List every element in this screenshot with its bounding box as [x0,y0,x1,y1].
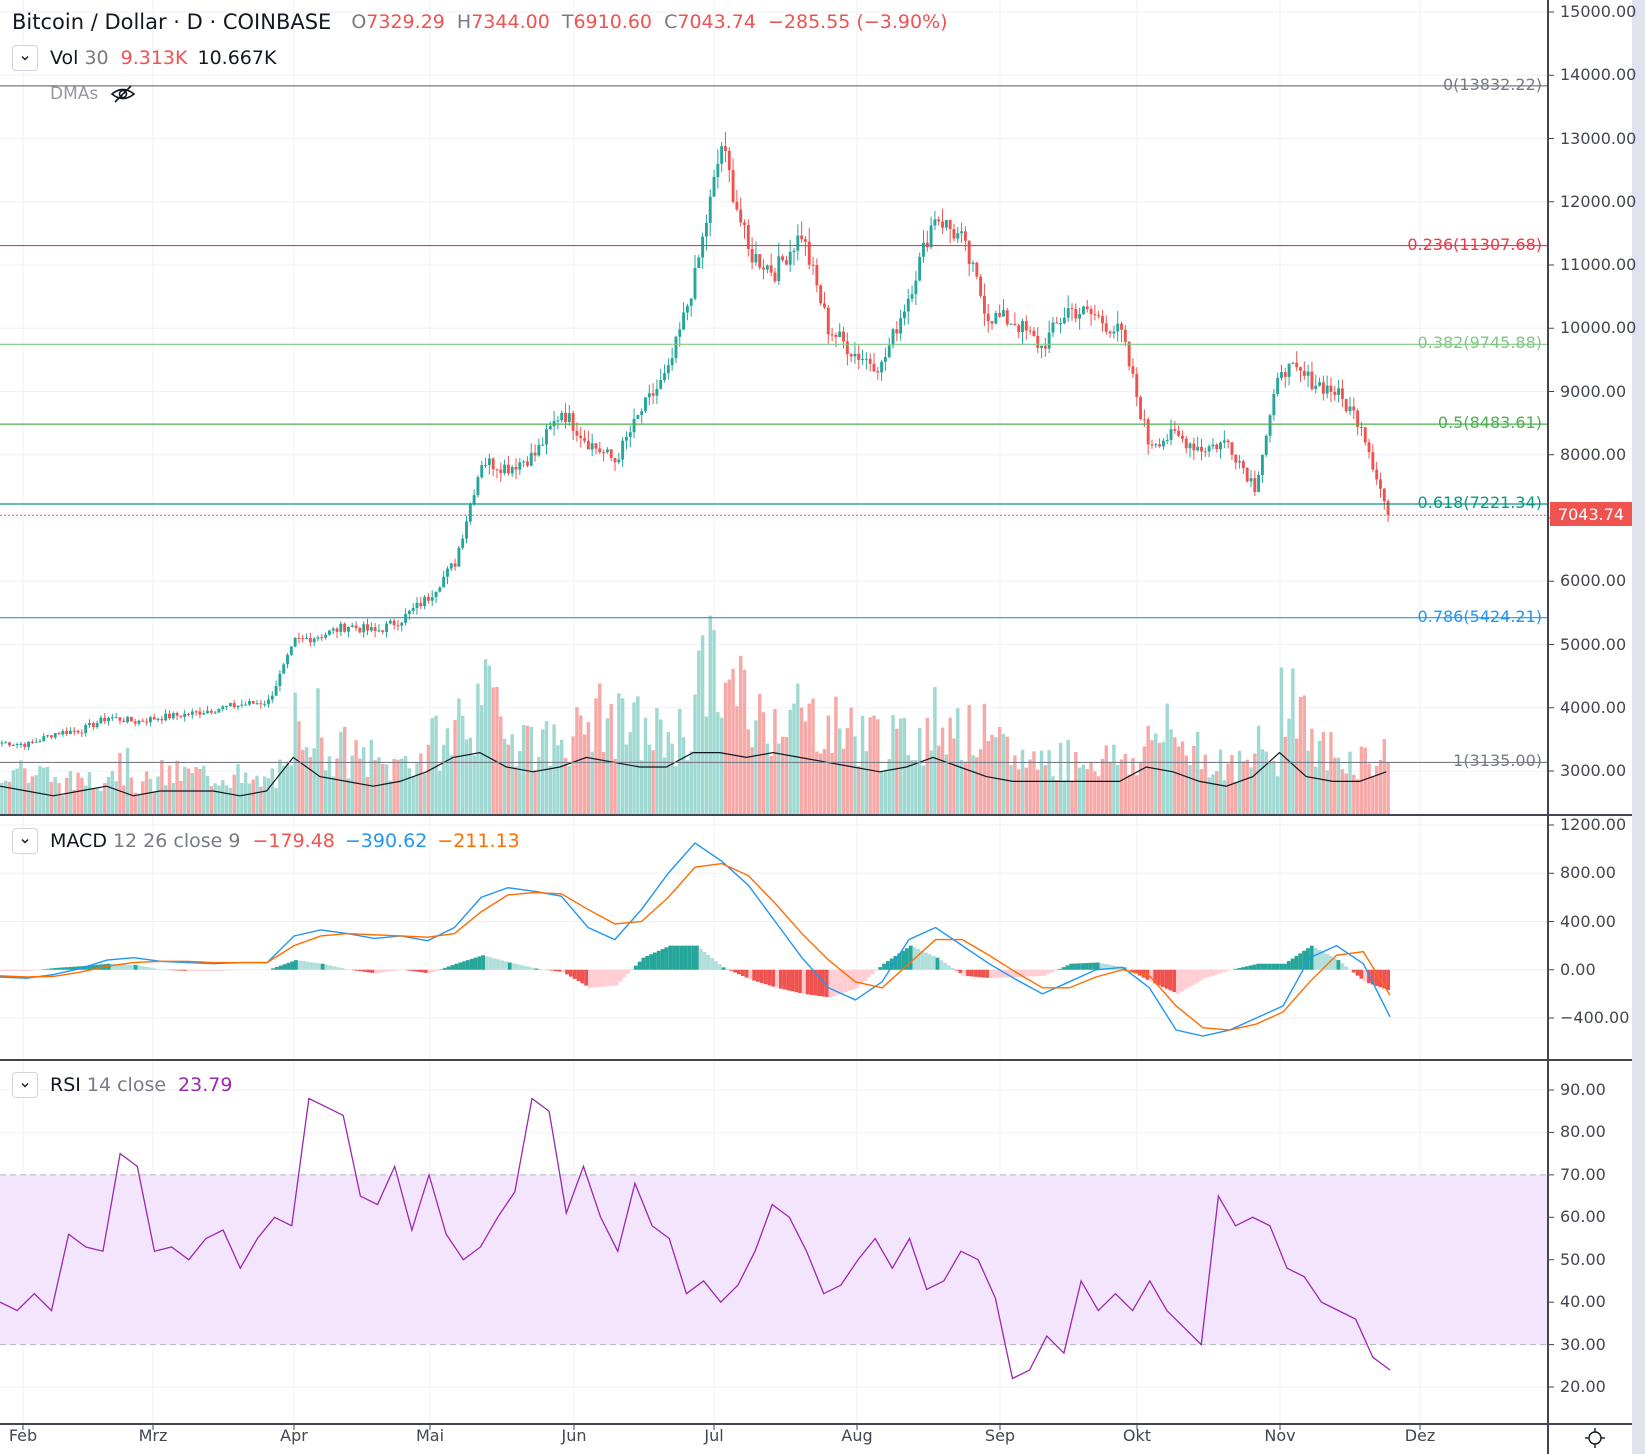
collapse-macd-button[interactable] [12,828,38,854]
fib-level-label: 0.618(7221.34) [1417,493,1542,512]
macd-name: MACD [50,830,107,852]
axis-tick-label: 8000.00 [1560,444,1627,464]
rsi-name: RSI [50,1074,81,1096]
time-tick-label: Sep [984,1426,1016,1445]
eye-hidden-icon[interactable] [110,84,136,104]
volume-value: 9.313K [120,47,188,69]
close-value: 7043.74 [677,11,756,33]
axis-tick-label: 0.00 [1560,959,1596,979]
axis-tick-label: 10000.00 [1560,318,1637,338]
axis-tick-label: 15000.00 [1560,2,1637,21]
volume-legend: Vol 30 9.313K 10.667K [12,45,276,71]
axis-tick-label: 90.00 [1560,1080,1606,1099]
high-label: H [456,11,472,33]
macd-hist-value: −179.48 [252,830,335,852]
time-tick-label: Apr [280,1426,308,1445]
fib-level-label: 0.786(5424.21) [1417,606,1542,626]
time-tick-label: Jul [704,1426,724,1445]
close-label: C [664,11,678,33]
fib-level-label: 1(3135.00) [1453,751,1542,771]
open-label: O [351,11,367,33]
collapse-rsi-button[interactable] [12,1072,38,1098]
symbol-legend: Bitcoin / Dollar · D · COINBASE O7329.29… [12,10,948,34]
macd-legend: MACD 12 26 close 9 −179.48 −390.62 −211.… [12,828,520,854]
change-value: −285.55 (−3.90%) [767,11,948,33]
axis-tick-label: 13000.00 [1560,128,1637,148]
rsi-legend: RSI 14 close 23.79 [12,1072,232,1098]
time-tick-label: Dez [1404,1426,1436,1445]
last-price-tag: 7043.74 [1550,502,1632,526]
time-tick-label: Aug [841,1426,873,1445]
fib-level-label: 0.382(9745.88) [1417,333,1542,353]
axis-tick-label: 400.00 [1560,911,1616,931]
axis-tick-label: 20.00 [1560,1377,1606,1396]
time-tick-label: Feb [8,1426,38,1445]
axis-tick-label: 80.00 [1560,1122,1606,1142]
chevron-down-icon [21,56,29,61]
axis-tick-label: 12000.00 [1560,191,1637,211]
axis-tick-label: 30.00 [1560,1334,1606,1354]
collapse-legend-button[interactable] [12,45,38,71]
axis-tick-label: 40.00 [1560,1292,1606,1312]
axis-tick-label: 11000.00 [1560,255,1637,274]
low-value: 6910.60 [573,11,653,33]
axis-tick-label: 5000.00 [1560,634,1627,654]
macd-signal-value: −211.13 [437,830,520,852]
sun-settings-icon [1585,1428,1605,1448]
time-tick-label: Nov [1264,1426,1296,1445]
axis-tick-label: 60.00 [1560,1207,1606,1227]
fib-level-label: 0.236(11307.68) [1407,234,1542,254]
volume-length: 30 [84,47,109,69]
axis-tick-label: 3000.00 [1560,761,1627,780]
rsi-value: 23.79 [178,1074,233,1096]
axis-tick-label: 14000.00 [1560,65,1637,85]
time-tick-label: Mai [415,1426,445,1445]
axis-tick-label: −400.00 [1560,1008,1630,1027]
dmas-label: DMAs [50,84,99,104]
axis-tick-label: 800.00 [1560,863,1616,883]
time-tick-label: Okt [1122,1426,1152,1445]
symbol-title[interactable]: Bitcoin / Dollar · D · COINBASE [12,10,332,34]
volume-name: Vol [50,47,79,69]
time-tick-label: Jun [561,1426,587,1445]
right-edge-strip [1632,0,1645,1454]
fib-level-label: 0.5(8483.61) [1437,413,1542,433]
ohlc-values: O7329.29 H7344.00 T6910.60 C7043.74 −285… [349,11,947,33]
open-value: 7329.29 [366,11,445,33]
axis-tick-label: 70.00 [1560,1164,1606,1184]
axis-tick-label: 9000.00 [1560,381,1627,401]
rsi-params: 14 close [86,1074,167,1096]
axis-tick-label: 50.00 [1560,1249,1606,1269]
macd-value: −390.62 [344,830,428,852]
macd-params: 12 26 close 9 [112,830,241,852]
time-tick-label: Mrz [138,1426,168,1445]
axis-tick-label: 4000.00 [1560,697,1627,717]
fib-level-label: 0(13832.22) [1442,74,1542,94]
high-value: 7344.00 [471,11,550,33]
axis-tick-label: 6000.00 [1560,571,1627,591]
volume-ma-value: 10.667K [197,47,277,69]
axis-tick-label: 1200.00 [1560,815,1627,834]
chevron-down-icon [21,1083,29,1088]
chevron-down-icon [21,839,29,844]
chart-settings-button[interactable] [1580,1424,1610,1452]
low-label: T [561,11,574,33]
dmas-legend: DMAs [50,84,136,104]
